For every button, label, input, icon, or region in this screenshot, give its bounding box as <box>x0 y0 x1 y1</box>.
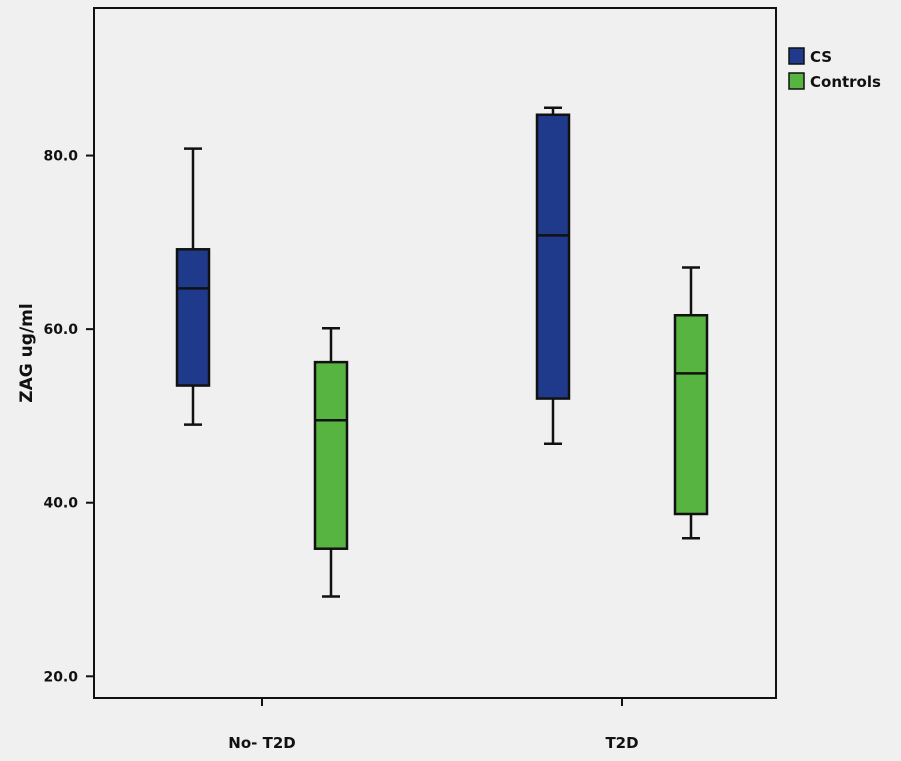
box-controls-0 <box>313 327 349 598</box>
x-tick-label: T2D <box>605 734 638 752</box>
box-iqr <box>535 113 571 400</box>
box-iqr <box>175 248 211 387</box>
y-tick-label: 60.0 <box>43 322 78 338</box>
legend: CS Controls <box>788 47 881 91</box>
y-tick-label: 20.0 <box>43 669 78 685</box>
legend-label-controls: Controls <box>810 73 881 91</box>
legend-swatch-cs <box>788 47 805 65</box>
box-cs-1 <box>535 106 571 445</box>
box-iqr <box>673 313 709 516</box>
y-tick-label: 40.0 <box>43 496 78 512</box>
y-axis-label: ZAG ug/ml <box>17 303 37 402</box>
legend-swatch-controls <box>788 72 805 90</box>
box-cs-0 <box>175 147 211 426</box>
box-controls-1 <box>673 266 709 540</box>
legend-label-cs: CS <box>810 48 832 66</box>
box-series <box>175 106 709 598</box>
box-iqr <box>313 360 349 550</box>
y-axis: 20.0 40.0 60.0 80.0 <box>43 149 94 685</box>
x-tick-label: No- T2D <box>228 734 295 752</box>
x-axis: No- T2D T2D <box>228 698 639 752</box>
y-tick-label: 80.0 <box>43 149 78 165</box>
